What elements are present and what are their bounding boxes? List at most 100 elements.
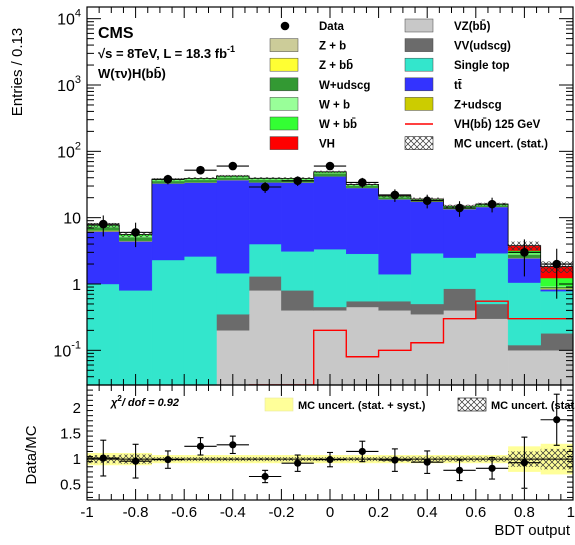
x-axis-label: BDT output [494,522,570,539]
data-point-13 [520,248,529,257]
stack-bar-2-4 [217,273,250,314]
ratio-xtick-label-2: -0.6 [171,504,197,521]
data-point-4 [229,162,238,171]
legend-swatch-r-4 [405,97,433,110]
legend-label-3: W + b [319,99,350,111]
stack-bar-3-6 [281,182,313,251]
legend-swatch-5 [270,137,298,150]
data-point-7 [326,162,335,171]
ratio-point-9 [391,457,398,464]
legend-label-2: W+udscg [319,80,370,92]
legend-mcuncert-label: MC uncert. (stat.) [454,139,548,151]
ratio-xtick-label-9: 0.8 [514,504,535,521]
data-point-11 [455,204,464,213]
data-point-1 [131,228,140,237]
stack-bar-3-12 [476,207,508,253]
data-point-0 [99,220,108,229]
stack-bar-3-8 [346,188,378,254]
legend-label-r-0: VZ(bb̄) [454,21,491,33]
legend-mcuncert-swatch [405,137,433,150]
legend-swatch-0 [270,39,298,52]
stack-bar-7-7 [314,173,347,176]
stack-bar-2-11 [443,258,475,289]
data-point-5 [261,183,270,192]
ratio-point-7 [326,456,333,463]
ratio-legend-syst-label: MC uncert. (stat. + syst.) [298,400,426,412]
ratio-point-2 [164,456,171,463]
stack-bar-1-11 [443,289,475,311]
stack-bar-2-5 [249,244,281,276]
stack-bar-3-7 [314,176,347,249]
legend-swatch-1 [270,58,298,71]
data-point-8 [358,178,367,187]
ratio-xtick-label-6: 0.2 [368,504,389,521]
ratio-xtick-label-7: 0.4 [417,504,438,521]
ratio-point-14 [553,416,560,423]
main-ytick-label-0: 10-1 [53,339,81,360]
stack-bar-1-12 [476,304,508,319]
stack-bar-3-0 [87,231,119,284]
ratio-annotations: χ2/ dof = 0.92 MC uncert. (stat. + syst.… [110,394,575,412]
mc-uncert-hatch-3 [184,177,216,179]
data-point-12 [488,200,497,209]
data-point-9 [391,191,400,200]
mc-uncert-hatch-4 [217,175,250,177]
data-point-2 [164,175,173,184]
stack-bar-2-7 [314,249,347,307]
legend-label-5: VH [319,139,335,151]
ratio-point-8 [359,448,366,455]
stack-bar-1-8 [346,301,378,307]
main-ytick-label-1: 1 [72,277,81,294]
stack-bar-2-13 [508,283,541,345]
main-ytick-label-4: 103 [57,74,81,95]
stack-bar-7-4 [217,177,250,179]
stack-bar-1-10 [411,304,444,314]
legend-swatch-2 [270,78,298,91]
main-ytick-label-3: 102 [57,140,81,161]
stack-bar-1-14 [541,333,573,350]
ratio-point-4 [229,441,236,448]
stack-bar-2-10 [411,253,444,304]
data-point-3 [196,166,205,175]
stack-bar-2-8 [346,254,378,301]
legend-data-label: Data [319,21,345,33]
ratio-xtick-label-5: 0 [326,504,334,521]
stack-bar-3-4 [217,180,250,273]
stack-bar-3-2 [152,183,184,260]
stack-bar-7-3 [184,180,216,182]
ratio-point-10 [424,459,431,466]
main-ytick-label-5: 104 [57,8,81,29]
ratio-xtick-label-1: -0.8 [123,504,149,521]
main-annotations: CMS √s = 8TeV, L = 18.3 fb-1 W(τν)H(bb̄) [98,25,235,81]
legend-label-4: W + bb̄ [319,119,357,131]
legend-label-r-1: VV(udscg) [454,41,511,53]
cms-label: CMS [98,25,134,42]
data-point-6 [293,176,302,185]
legend-swatch-4 [270,117,298,130]
ratio-point-11 [456,467,463,474]
ratio-point-6 [294,460,301,467]
ratio-legend-stat-label: MC uncert. (stat.) [491,400,575,412]
ratio-point-1 [132,458,139,465]
stack-bar-2-9 [379,274,411,301]
stack-bar-2-6 [281,251,313,290]
stack-bar-1-6 [281,290,313,310]
ratio-xtick-label-8: 0.6 [465,504,486,521]
ratio-ytick-label-2: 1.5 [60,426,81,443]
ratio-point-5 [262,473,269,480]
ratio-xtick-label-3: -0.4 [220,504,246,521]
legend-swatch-3 [270,97,298,110]
ratio-legend-stat-swatch [458,398,486,411]
stack-bar-3-1 [119,241,152,290]
legend-label-0: Z + b [319,41,346,53]
stack-bar-3-3 [184,182,216,256]
ratio-y-axis-label: Data/MC [23,425,40,484]
legend-swatch-r-1 [405,39,433,52]
stack-bar-2-3 [184,256,216,425]
stack-bar-1-7 [314,307,347,310]
stack-bar-3-10 [411,202,444,254]
stack-bar-1-4 [217,314,250,330]
ratio-point-3 [197,443,204,450]
